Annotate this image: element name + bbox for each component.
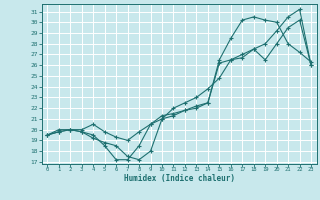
X-axis label: Humidex (Indice chaleur): Humidex (Indice chaleur) xyxy=(124,174,235,183)
